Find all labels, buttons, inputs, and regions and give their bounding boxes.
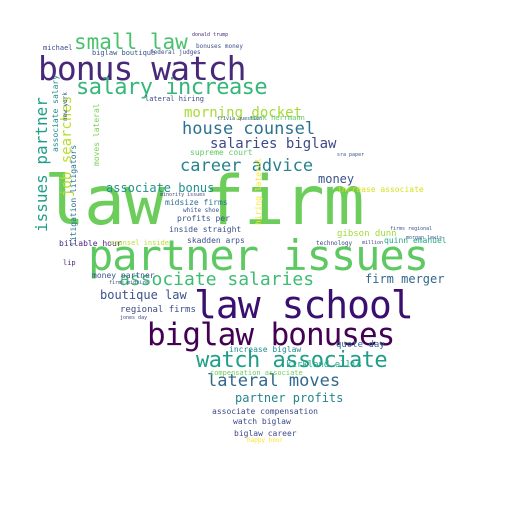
word: quote day <box>336 340 385 350</box>
word: morgan lewis <box>406 235 443 241</box>
word: litigation litigators <box>69 144 78 246</box>
word: inside straight <box>169 225 242 234</box>
word: skadden arps <box>187 236 245 245</box>
word: money partner <box>92 271 155 280</box>
word: salaries biglaw <box>210 136 337 152</box>
word: trivia question <box>217 116 263 122</box>
word: supreme court <box>190 148 253 157</box>
word: moves lateral <box>92 103 101 166</box>
word: firm merger <box>365 272 445 286</box>
word: counsel inside <box>110 239 170 247</box>
word: partner issues <box>88 231 429 280</box>
word: watch biglaw <box>233 417 291 426</box>
word: associate salaries <box>119 269 315 290</box>
word: jones day <box>120 315 148 321</box>
word: billable hour <box>59 239 122 248</box>
word: watch associate <box>196 348 388 373</box>
word: donald trump <box>192 32 229 38</box>
word: regional firms <box>120 305 196 315</box>
word: compensation associate <box>210 369 303 377</box>
word: hiring lateral <box>254 157 263 225</box>
word: lip <box>63 259 76 267</box>
word: law school <box>194 283 414 327</box>
word: career advice <box>180 156 314 176</box>
word: associate bonus <box>106 181 215 195</box>
word: happy hour <box>247 437 284 444</box>
word: associate salary <box>51 74 60 152</box>
word: kirkland ellis <box>286 360 362 370</box>
word: firms midsize <box>109 280 149 286</box>
word: bonus watch <box>38 49 247 88</box>
word: increase associate <box>337 185 424 194</box>
word: lateral moves <box>207 371 341 391</box>
word: money <box>318 172 355 186</box>
word: profits per <box>177 214 230 223</box>
word: small law <box>74 30 188 54</box>
word: lateral hiring <box>145 95 205 103</box>
word: issues partner <box>32 97 51 232</box>
word: salary increase <box>76 75 268 100</box>
word: quinn emanuel <box>384 236 447 245</box>
word: federal judges <box>150 49 201 56</box>
word: sra paper <box>337 152 365 158</box>
word: white shoe <box>183 207 220 214</box>
word: minority issues <box>160 192 206 198</box>
word: boutique law <box>100 288 187 302</box>
word: house counsel <box>182 119 316 139</box>
word: morning docket <box>184 105 303 121</box>
word: million <box>362 240 384 246</box>
word: biglaw boutique <box>92 49 156 57</box>
word: associate compensation <box>212 407 318 416</box>
word: law firm <box>44 162 365 241</box>
word: bonuses money <box>196 43 243 50</box>
word: firms regional <box>390 226 433 232</box>
word: increase biglaw <box>229 345 302 354</box>
word: biglaw bonuses <box>147 317 395 353</box>
word: partner profits <box>235 391 344 405</box>
word: mark herrmann <box>250 114 305 122</box>
word: midsize firms <box>165 198 228 207</box>
word: michael <box>43 44 73 52</box>
word: technology <box>316 240 353 247</box>
word: gibson dunn <box>337 229 397 239</box>
word: new york <box>62 92 69 121</box>
word: biglaw career <box>234 429 297 438</box>
